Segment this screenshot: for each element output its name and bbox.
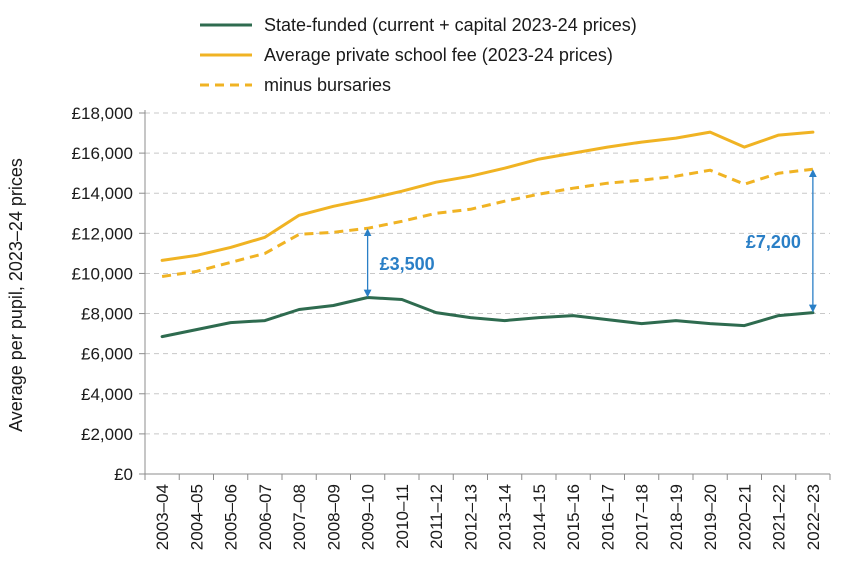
series-line-3	[161, 167, 814, 278]
y-tick-label: £0	[114, 465, 133, 484]
x-tick-label: 2007–08	[290, 484, 309, 550]
y-tick-label: £2,000	[81, 425, 133, 444]
x-tick-label: 2020–21	[735, 484, 754, 550]
series-line-2	[160, 130, 815, 262]
annotations: £3,500 £7,200	[363, 169, 817, 313]
legend-label: Average private school fee (2023-24 pric…	[264, 45, 613, 65]
legend: State-funded (current + capital 2023-24 …	[200, 15, 637, 95]
y-tick-label: £6,000	[81, 345, 133, 364]
x-tick-label: 2003–04	[153, 484, 172, 550]
x-tick-label: 2019–20	[701, 484, 720, 550]
axes: £0 £2,000 £4,000 £6,000 £8,000 £10,000 £12,000…	[72, 104, 831, 550]
x-tick-label: 2013–14	[496, 484, 515, 550]
gridlines	[145, 112, 830, 435]
x-tick-label: 2010–11	[393, 484, 412, 549]
x-tick-label: 2014–15	[530, 484, 549, 550]
x-tick-label: 2022–23	[804, 484, 823, 550]
series-lines	[160, 130, 815, 339]
legend-label: State-funded (current + capital 2023-24 …	[264, 15, 637, 35]
y-tick-label: £14,000	[72, 184, 133, 203]
x-tick-label: 2012–13	[461, 484, 480, 550]
x-tick-label: 2011–12	[427, 484, 446, 549]
x-tick-label: 2015–16	[564, 484, 583, 550]
x-tick-label: 2006–07	[256, 484, 275, 550]
y-axis-label: Average per pupil, 2023–24 prices	[6, 158, 26, 432]
y-tick-label: £16,000	[72, 144, 133, 163]
y-tick-label: £8,000	[81, 305, 133, 324]
legend-label: minus bursaries	[264, 75, 391, 95]
annotation-label: £3,500	[380, 254, 435, 274]
series-line-1	[160, 296, 815, 339]
x-tick-label: 2016–17	[598, 484, 617, 550]
y-tick-label: £10,000	[72, 264, 133, 283]
y-tick-label: £18,000	[72, 104, 133, 123]
x-tick-label: 2009–10	[359, 484, 378, 550]
x-tick-label: 2021–22	[770, 484, 789, 550]
x-tick-label: 2004–05	[187, 484, 206, 550]
y-tick-label: £12,000	[72, 224, 133, 243]
x-tick-label: 2017–18	[633, 484, 652, 550]
x-tick-label: 2018–19	[667, 484, 686, 550]
annotation-label: £7,200	[746, 232, 801, 252]
x-tick-label: 2005–06	[222, 484, 241, 550]
y-tick-label: £4,000	[81, 385, 133, 404]
x-tick-label: 2008–09	[324, 484, 343, 550]
